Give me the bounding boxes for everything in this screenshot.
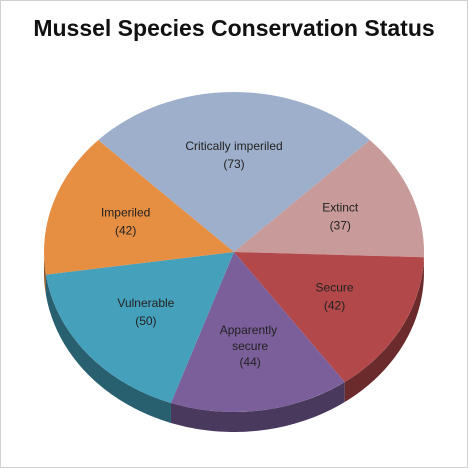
slice (98, 92, 370, 252)
slice-label: Secure (316, 280, 354, 294)
slice (44, 140, 235, 275)
value-label: (73) (223, 157, 244, 171)
slice-side (170, 382, 345, 432)
slice (45, 252, 235, 403)
slice-side (44, 252, 46, 295)
slice-label: Extinct (322, 200, 359, 214)
value-label: (42) (115, 223, 136, 237)
slice (234, 252, 424, 383)
slice-label: Vulnerable (117, 296, 174, 310)
value-label: (42) (324, 298, 345, 312)
slice (234, 140, 425, 258)
chart-title: Mussel Species Conservation Status (33, 15, 434, 41)
value-label: (50) (135, 314, 156, 328)
slice-label: Apparently secure (220, 323, 281, 353)
slice-side (344, 257, 424, 403)
slice-label: Critically imperiled (185, 139, 282, 153)
slice-side (45, 274, 171, 423)
slice (170, 252, 345, 412)
slice-label: Imperiled (101, 205, 150, 219)
value-label: (44) (239, 355, 260, 369)
value-label: (37) (330, 218, 351, 232)
